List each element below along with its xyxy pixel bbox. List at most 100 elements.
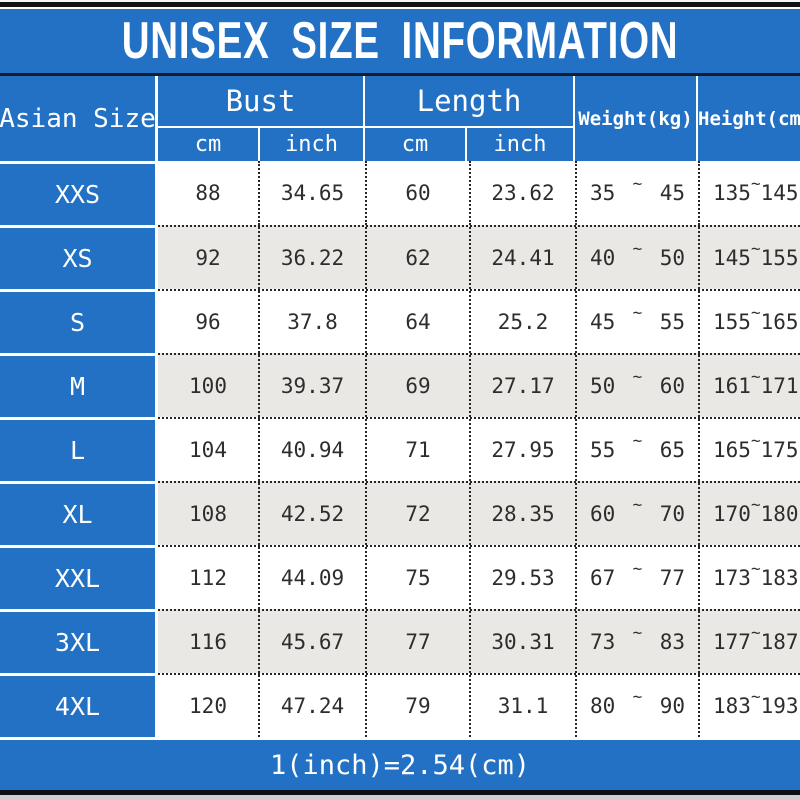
bust-cm-cell: 112 — [189, 566, 227, 590]
weight-max: 83 — [659, 630, 685, 654]
tilde-symbol: ~ — [750, 430, 761, 450]
row-values: 92 36.22 62 24.41 40 ~ 50 145 ~ 155 — [158, 225, 800, 289]
table-row-xl: XL 108 42.52 72 28.35 60 ~ 70 170 ~ 180 — [0, 481, 800, 545]
tilde-symbol: ~ — [750, 622, 761, 642]
length-cm-cell: 62 — [365, 227, 469, 289]
length-cm-cell: 64 — [365, 291, 469, 353]
tilde-symbol: ~ — [632, 622, 643, 642]
table-row-4xl: 4XL 120 47.24 79 31.1 80 ~ 90 183 ~ 193 — [0, 673, 800, 737]
height-cell: 145 ~ 155 — [698, 227, 800, 289]
header-height: Height(cm) — [698, 107, 800, 130]
weight-max: 70 — [659, 502, 685, 526]
height-cell: 135 ~ 145 — [698, 161, 800, 225]
size-label-cell: XXL — [0, 545, 158, 609]
height-max: 171 — [760, 374, 799, 398]
tilde-symbol: ~ — [750, 302, 761, 322]
height-cell: 170 ~ 180 — [698, 483, 800, 545]
weight-max: 60 — [659, 374, 685, 398]
length-inch-cell: 27.17 — [469, 355, 575, 417]
weight-min: 40 — [590, 246, 616, 270]
weight-cell: 35 ~ 45 — [575, 161, 698, 225]
title-bar: UNISEX SIZE INFORMATION — [0, 9, 800, 76]
tilde-symbol: ~ — [632, 558, 643, 578]
length-cm-cell: 71 — [365, 419, 469, 481]
weight-max: 90 — [659, 694, 685, 718]
height-max: 180 — [760, 502, 799, 526]
height-min: 155 — [713, 310, 751, 334]
table-row-l: L 104 40.94 71 27.95 55 ~ 65 165 ~ 175 — [0, 417, 800, 481]
height-min: 145 — [713, 246, 751, 270]
tilde-symbol: ~ — [750, 238, 761, 258]
length-inch-cell: 24.41 — [469, 227, 575, 289]
tilde-symbol: ~ — [632, 686, 643, 706]
bust-cm-cell: 104 — [189, 438, 227, 462]
header-group-bust: Bust cm inch — [158, 76, 365, 161]
weight-cell: 67 ~ 77 — [575, 547, 698, 609]
table-row-3xl: 3XL 116 45.67 77 30.31 73 ~ 83 177 ~ 187 — [0, 609, 800, 673]
size-label-cell: 4XL — [0, 673, 158, 737]
length-inch-cell: 28.35 — [469, 483, 575, 545]
weight-min: 35 — [590, 181, 616, 205]
weight-cell: 73 ~ 83 — [575, 611, 698, 673]
header-bust-inch: inch — [258, 128, 363, 161]
weight-min: 55 — [590, 438, 616, 462]
row-values: 104 40.94 71 27.95 55 ~ 65 165 ~ 175 — [158, 417, 800, 481]
page-title: UNISEX SIZE INFORMATION — [121, 12, 679, 70]
size-label-cell: 3XL — [0, 609, 158, 673]
bust-inch-cell: 39.37 — [258, 355, 365, 417]
size-label-cell: XXS — [0, 161, 158, 225]
header-bust-label: Bust — [158, 76, 363, 128]
length-cm-cell: 60 — [365, 161, 469, 225]
tilde-symbol: ~ — [632, 173, 643, 193]
weight-max: 55 — [659, 310, 685, 334]
tilde-symbol: ~ — [632, 238, 643, 258]
tilde-symbol: ~ — [632, 494, 643, 514]
header-weight: Weight(kg) — [575, 76, 698, 161]
length-inch-cell: 29.53 — [469, 547, 575, 609]
top-edge-inner — [0, 7, 800, 9]
bust-inch-cell: 34.65 — [258, 161, 365, 225]
bust-cm-cell: 116 — [189, 630, 227, 654]
header-length-subrow: cm inch — [365, 128, 573, 161]
weight-min: 73 — [590, 630, 616, 654]
tilde-symbol: ~ — [632, 430, 643, 450]
table-row-m: M 100 39.37 69 27.17 50 ~ 60 161 ~ 171 — [0, 353, 800, 417]
row-values: 116 45.67 77 30.31 73 ~ 83 177 ~ 187 — [158, 609, 800, 673]
row-values: 88 34.65 60 23.62 35 ~ 45 135 ~ 145 — [158, 161, 800, 225]
weight-min: 80 — [590, 694, 616, 718]
bust-cm-cell: 92 — [195, 246, 221, 270]
weight-min: 45 — [590, 310, 616, 334]
height-cell: 165 ~ 175 — [698, 419, 800, 481]
bust-inch-cell: 45.67 — [258, 611, 365, 673]
length-cm-cell: 69 — [365, 355, 469, 417]
weight-cell: 80 ~ 90 — [575, 675, 698, 737]
header-length-cm: cm — [401, 132, 429, 157]
weight-max: 65 — [659, 438, 685, 462]
length-cm-cell: 77 — [365, 611, 469, 673]
table-header: Asian Size Bust cm inch Length cm inch W… — [0, 76, 800, 161]
footer-separator — [0, 737, 800, 740]
tilde-symbol: ~ — [632, 302, 643, 322]
height-min: 170 — [713, 502, 751, 526]
row-values: 108 42.52 72 28.35 60 ~ 70 170 ~ 180 — [158, 481, 800, 545]
height-cell: 173 ~ 183 — [698, 547, 800, 609]
height-cell: 161 ~ 171 — [698, 355, 800, 417]
length-inch-cell: 25.2 — [469, 291, 575, 353]
bottom-black-rule — [0, 790, 800, 795]
bust-inch-cell: 42.52 — [258, 483, 365, 545]
weight-cell: 60 ~ 70 — [575, 483, 698, 545]
header-bust-cm: cm — [194, 132, 222, 157]
height-min: 165 — [713, 438, 751, 462]
weight-min: 50 — [590, 374, 616, 398]
table-row-xxl: XXL 112 44.09 75 29.53 67 ~ 77 173 ~ 183 — [0, 545, 800, 609]
height-cell: 177 ~ 187 — [698, 611, 800, 673]
length-cm-cell: 79 — [365, 675, 469, 737]
height-max: 193 — [760, 694, 799, 718]
bottom-edge — [0, 795, 800, 800]
height-min: 173 — [713, 566, 751, 590]
table-row-xs: XS 92 36.22 62 24.41 40 ~ 50 145 ~ 155 — [0, 225, 800, 289]
bust-inch-cell: 44.09 — [258, 547, 365, 609]
height-max: 175 — [760, 438, 799, 462]
bust-cm-cell: 96 — [195, 310, 221, 334]
